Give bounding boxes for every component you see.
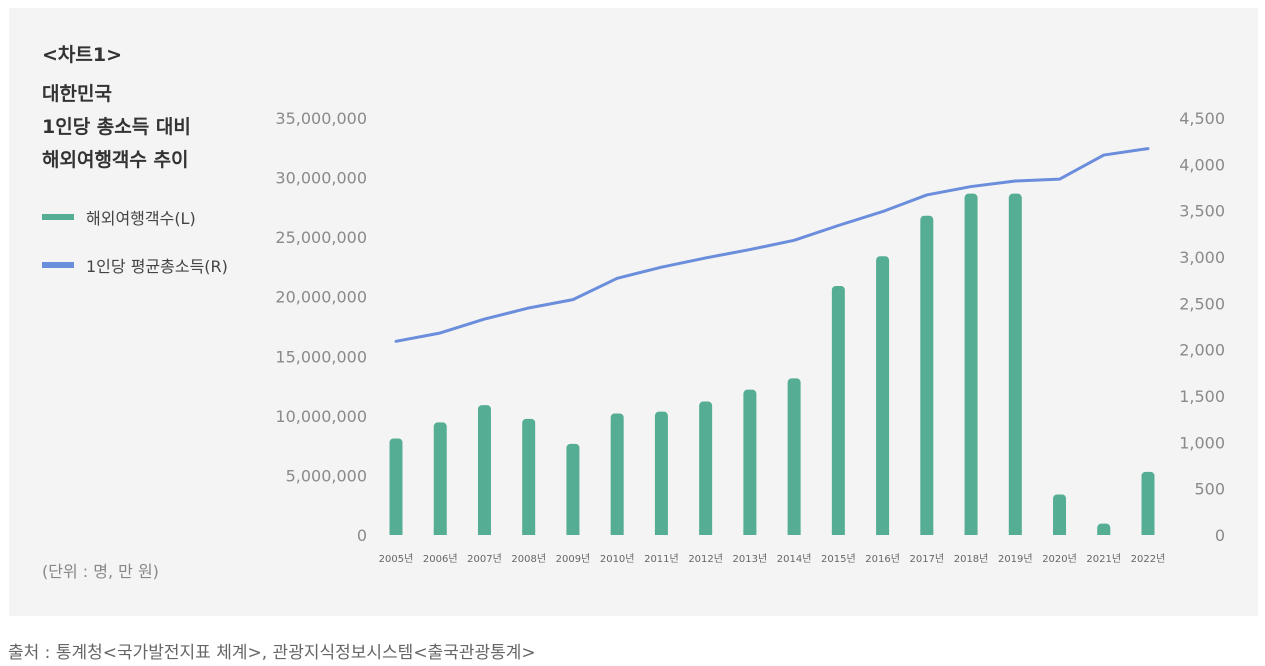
x-tick-label: 2008년 xyxy=(511,553,546,565)
bar-travelers-base xyxy=(1141,530,1155,535)
bar-travelers xyxy=(831,285,845,535)
y-right-tick-label: 2,000 xyxy=(1179,341,1225,360)
y-right-tick-label: 3,500 xyxy=(1179,202,1225,221)
x-tick-label: 2010년 xyxy=(600,553,635,565)
legend-item-travelers: 해외여행객수(L) xyxy=(42,205,196,229)
bar-travelers xyxy=(610,413,624,535)
bar-travelers-base xyxy=(1008,530,1022,535)
x-tick-label: 2012년 xyxy=(688,553,723,565)
bar-travelers xyxy=(699,401,713,535)
bar-travelers xyxy=(787,378,801,535)
legend-item-income: 1인당 평균총소득(R) xyxy=(42,253,228,277)
chart-number-label: <차트1> xyxy=(42,44,123,66)
bar-travelers-base xyxy=(920,530,934,535)
bar-travelers-base xyxy=(522,530,536,535)
x-tick-label: 2016년 xyxy=(865,553,900,565)
bar-travelers-base xyxy=(477,530,491,535)
x-tick-label: 2018년 xyxy=(954,553,989,565)
bar-travelers-base xyxy=(831,530,845,535)
x-tick-label: 2013년 xyxy=(733,553,768,565)
bar-travelers xyxy=(522,418,536,535)
chart-title: 대한민국 1인당 총소득 대비 해외여행객수 추이 xyxy=(42,83,191,171)
y-right-tick-label: 500 xyxy=(1194,480,1225,499)
x-tick-label: 2007년 xyxy=(467,553,502,565)
bar-travelers-base xyxy=(964,530,978,535)
bar-travelers xyxy=(1141,471,1155,535)
bar-travelers-base xyxy=(699,530,713,535)
x-tick-label: 2014년 xyxy=(777,553,812,565)
bar-travelers-base xyxy=(566,530,580,535)
y-left-tick-label: 20,000,000 xyxy=(275,288,367,307)
x-tick-label: 2015년 xyxy=(821,553,856,565)
unit-note: (단위 : 명, 만 원) xyxy=(42,562,159,581)
bar-travelers-base xyxy=(1053,530,1067,535)
bar-travelers xyxy=(477,405,491,535)
y-left-tick-label: 15,000,000 xyxy=(275,347,367,366)
y-right-tick-label: 1,000 xyxy=(1179,433,1225,452)
bar-travelers-base xyxy=(787,530,801,535)
x-tick-label: 2022년 xyxy=(1131,553,1166,565)
x-tick-label: 2005년 xyxy=(379,553,414,565)
y-right-tick-label: 3,000 xyxy=(1179,248,1225,267)
legend-label-income: 1인당 평균총소득(R) xyxy=(86,257,228,276)
bar-travelers xyxy=(876,256,890,535)
x-tick-label: 2017년 xyxy=(909,553,944,565)
bar-travelers xyxy=(389,438,403,535)
bar-travelers xyxy=(566,443,580,535)
legend-label-travelers: 해외여행객수(L) xyxy=(86,209,196,228)
legend-swatch-income xyxy=(42,262,74,268)
bar-travelers xyxy=(920,215,934,535)
y-left-tick-label: 10,000,000 xyxy=(275,407,367,426)
source-note: 출처 : 통계청<국가발전지표 체계>, 관광지식정보시스템<출국관광통계> xyxy=(8,643,536,663)
y-left-tick-label: 0 xyxy=(357,526,367,545)
y-right-tick-label: 2,500 xyxy=(1179,294,1225,313)
y-right-tick-label: 4,500 xyxy=(1179,109,1225,128)
x-tick-label: 2011년 xyxy=(644,553,679,565)
y-left-tick-label: 25,000,000 xyxy=(275,228,367,247)
bar-travelers xyxy=(654,411,668,535)
bar-travelers-base xyxy=(743,530,757,535)
bar-travelers-base xyxy=(389,530,403,535)
x-tick-label: 2006년 xyxy=(423,553,458,565)
bar-travelers-base xyxy=(876,530,890,535)
bar-travelers-base xyxy=(610,530,624,535)
x-tick-label: 2020년 xyxy=(1042,553,1077,565)
y-left-tick-label: 5,000,000 xyxy=(286,466,367,485)
x-tick-label: 2021년 xyxy=(1086,553,1121,565)
bar-travelers xyxy=(1053,494,1067,535)
y-left-tick-label: 30,000,000 xyxy=(275,169,367,188)
bar-travelers xyxy=(964,193,978,536)
bar-travelers xyxy=(433,422,447,535)
chart-panel xyxy=(9,8,1258,616)
y-left-tick-label: 35,000,000 xyxy=(275,109,367,128)
bar-travelers-base xyxy=(1097,530,1111,535)
bar-travelers xyxy=(1008,193,1022,536)
x-tick-label: 2009년 xyxy=(556,553,591,565)
line-income xyxy=(394,147,1150,343)
y-right-tick-label: 1,500 xyxy=(1179,387,1225,406)
y-right-tick-label: 0 xyxy=(1215,526,1225,545)
y-right-tick-label: 4,000 xyxy=(1179,155,1225,174)
bar-travelers-base xyxy=(654,530,668,535)
x-tick-label: 2019년 xyxy=(998,553,1033,565)
bar-travelers xyxy=(743,389,757,535)
bar-travelers-base xyxy=(433,530,447,535)
legend-swatch-travelers xyxy=(42,214,74,220)
